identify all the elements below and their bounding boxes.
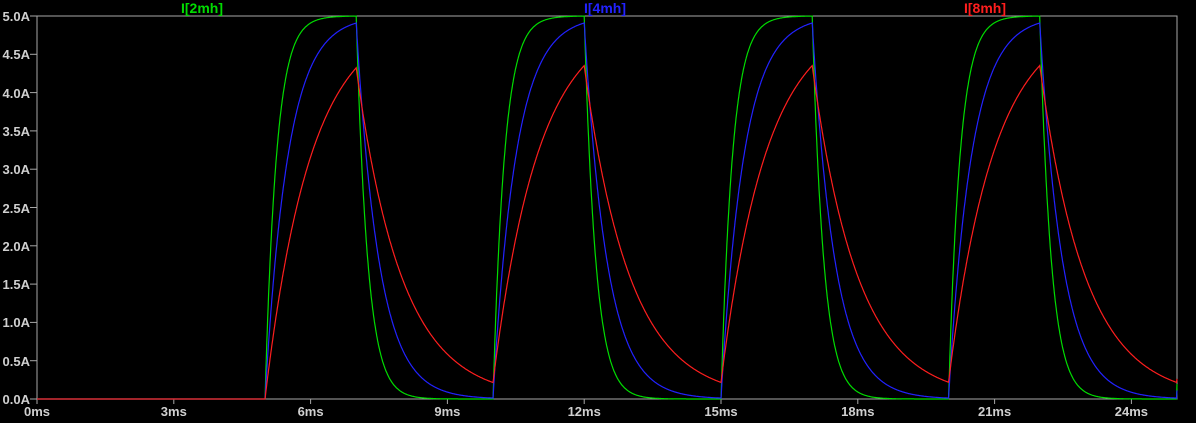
x-tick-label: 12ms xyxy=(567,404,601,419)
x-tick-label: 15ms xyxy=(704,404,738,419)
y-tick-label: 3.5A xyxy=(2,123,30,139)
x-tick-label: 18ms xyxy=(841,404,875,419)
trace-2mh[interactable] xyxy=(37,15,1178,400)
trace-4mh[interactable] xyxy=(37,22,1178,400)
y-tick-label: 1.5A xyxy=(2,277,30,293)
x-tick-label: 24ms xyxy=(1114,404,1149,419)
y-tick-label: 3.0A xyxy=(2,162,30,178)
y-tick-label: 4.5A xyxy=(2,47,30,63)
trace-8mh[interactable] xyxy=(37,64,1178,400)
y-tick-label: 2.5A xyxy=(2,200,30,216)
y-tick-label: 1.0A xyxy=(2,315,30,331)
x-tick-label: 9ms xyxy=(434,404,461,419)
y-tick-label: 0.0A xyxy=(2,392,30,407)
x-tick-label: 3ms xyxy=(160,404,187,419)
y-tick-label: 4.0A xyxy=(2,85,30,101)
y-tick-label: 2.0A xyxy=(2,238,30,254)
trace-label-4mh[interactable]: I[4mh] xyxy=(584,0,626,16)
plot-frame xyxy=(36,15,1178,400)
x-tick-label: 6ms xyxy=(297,404,324,419)
trace-label-8mh[interactable]: I[8mh] xyxy=(964,0,1006,16)
x-tick-label: 0ms xyxy=(23,404,51,419)
x-tick-label: 21ms xyxy=(977,404,1012,419)
y-tick-label: 0.5A xyxy=(2,353,30,369)
trace-label-2mh[interactable]: I[2mh] xyxy=(181,0,223,16)
y-tick-label: 5.0A xyxy=(2,9,30,24)
